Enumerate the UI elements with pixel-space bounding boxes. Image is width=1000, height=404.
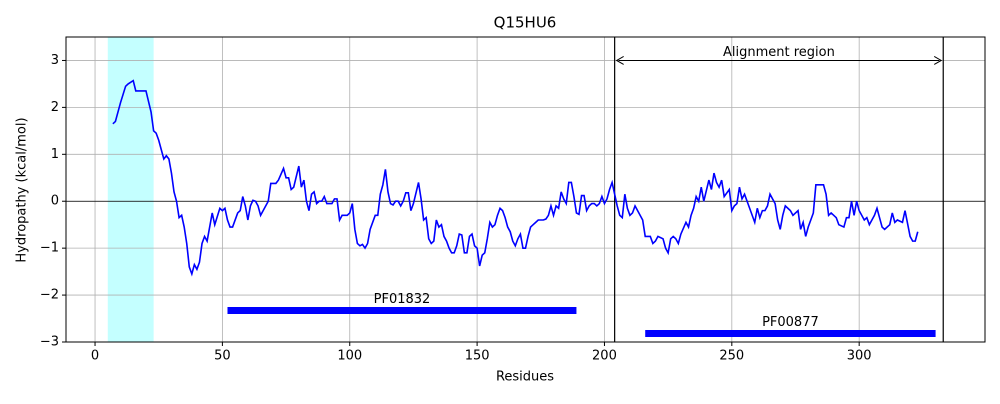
y-tick-label: 1 xyxy=(51,147,59,162)
annotation-text: Alignment region xyxy=(723,45,835,60)
y-tick-label: −2 xyxy=(40,288,59,303)
x-tick-label: 200 xyxy=(592,349,617,364)
y-tick-label: 2 xyxy=(51,100,59,115)
x-tick-label: 50 xyxy=(214,349,231,364)
x-tick-label: 250 xyxy=(719,349,744,364)
domain-label: PF01832 xyxy=(374,292,431,307)
x-axis-label: Residues xyxy=(496,370,554,385)
plot-frame xyxy=(65,36,986,343)
chart-title: Q15HU6 xyxy=(494,14,557,32)
y-tick-label: 3 xyxy=(51,53,59,68)
y-tick-label: 0 xyxy=(51,194,59,209)
highlight-span xyxy=(107,37,154,342)
x-tick-label: 300 xyxy=(847,349,872,364)
x-tick-label: 100 xyxy=(337,349,362,364)
domain-label: PF00877 xyxy=(762,315,819,330)
y-axis-label: Hydropathy (kcal/mol) xyxy=(15,117,30,262)
y-tick-label: −1 xyxy=(40,241,59,256)
x-tick-label: 150 xyxy=(465,349,490,364)
y-tick-label: −3 xyxy=(40,335,59,350)
arrow-head xyxy=(933,56,943,65)
arrow-head xyxy=(615,56,624,65)
x-tick-label: 0 xyxy=(91,349,99,364)
hydropathy-line xyxy=(112,79,919,277)
